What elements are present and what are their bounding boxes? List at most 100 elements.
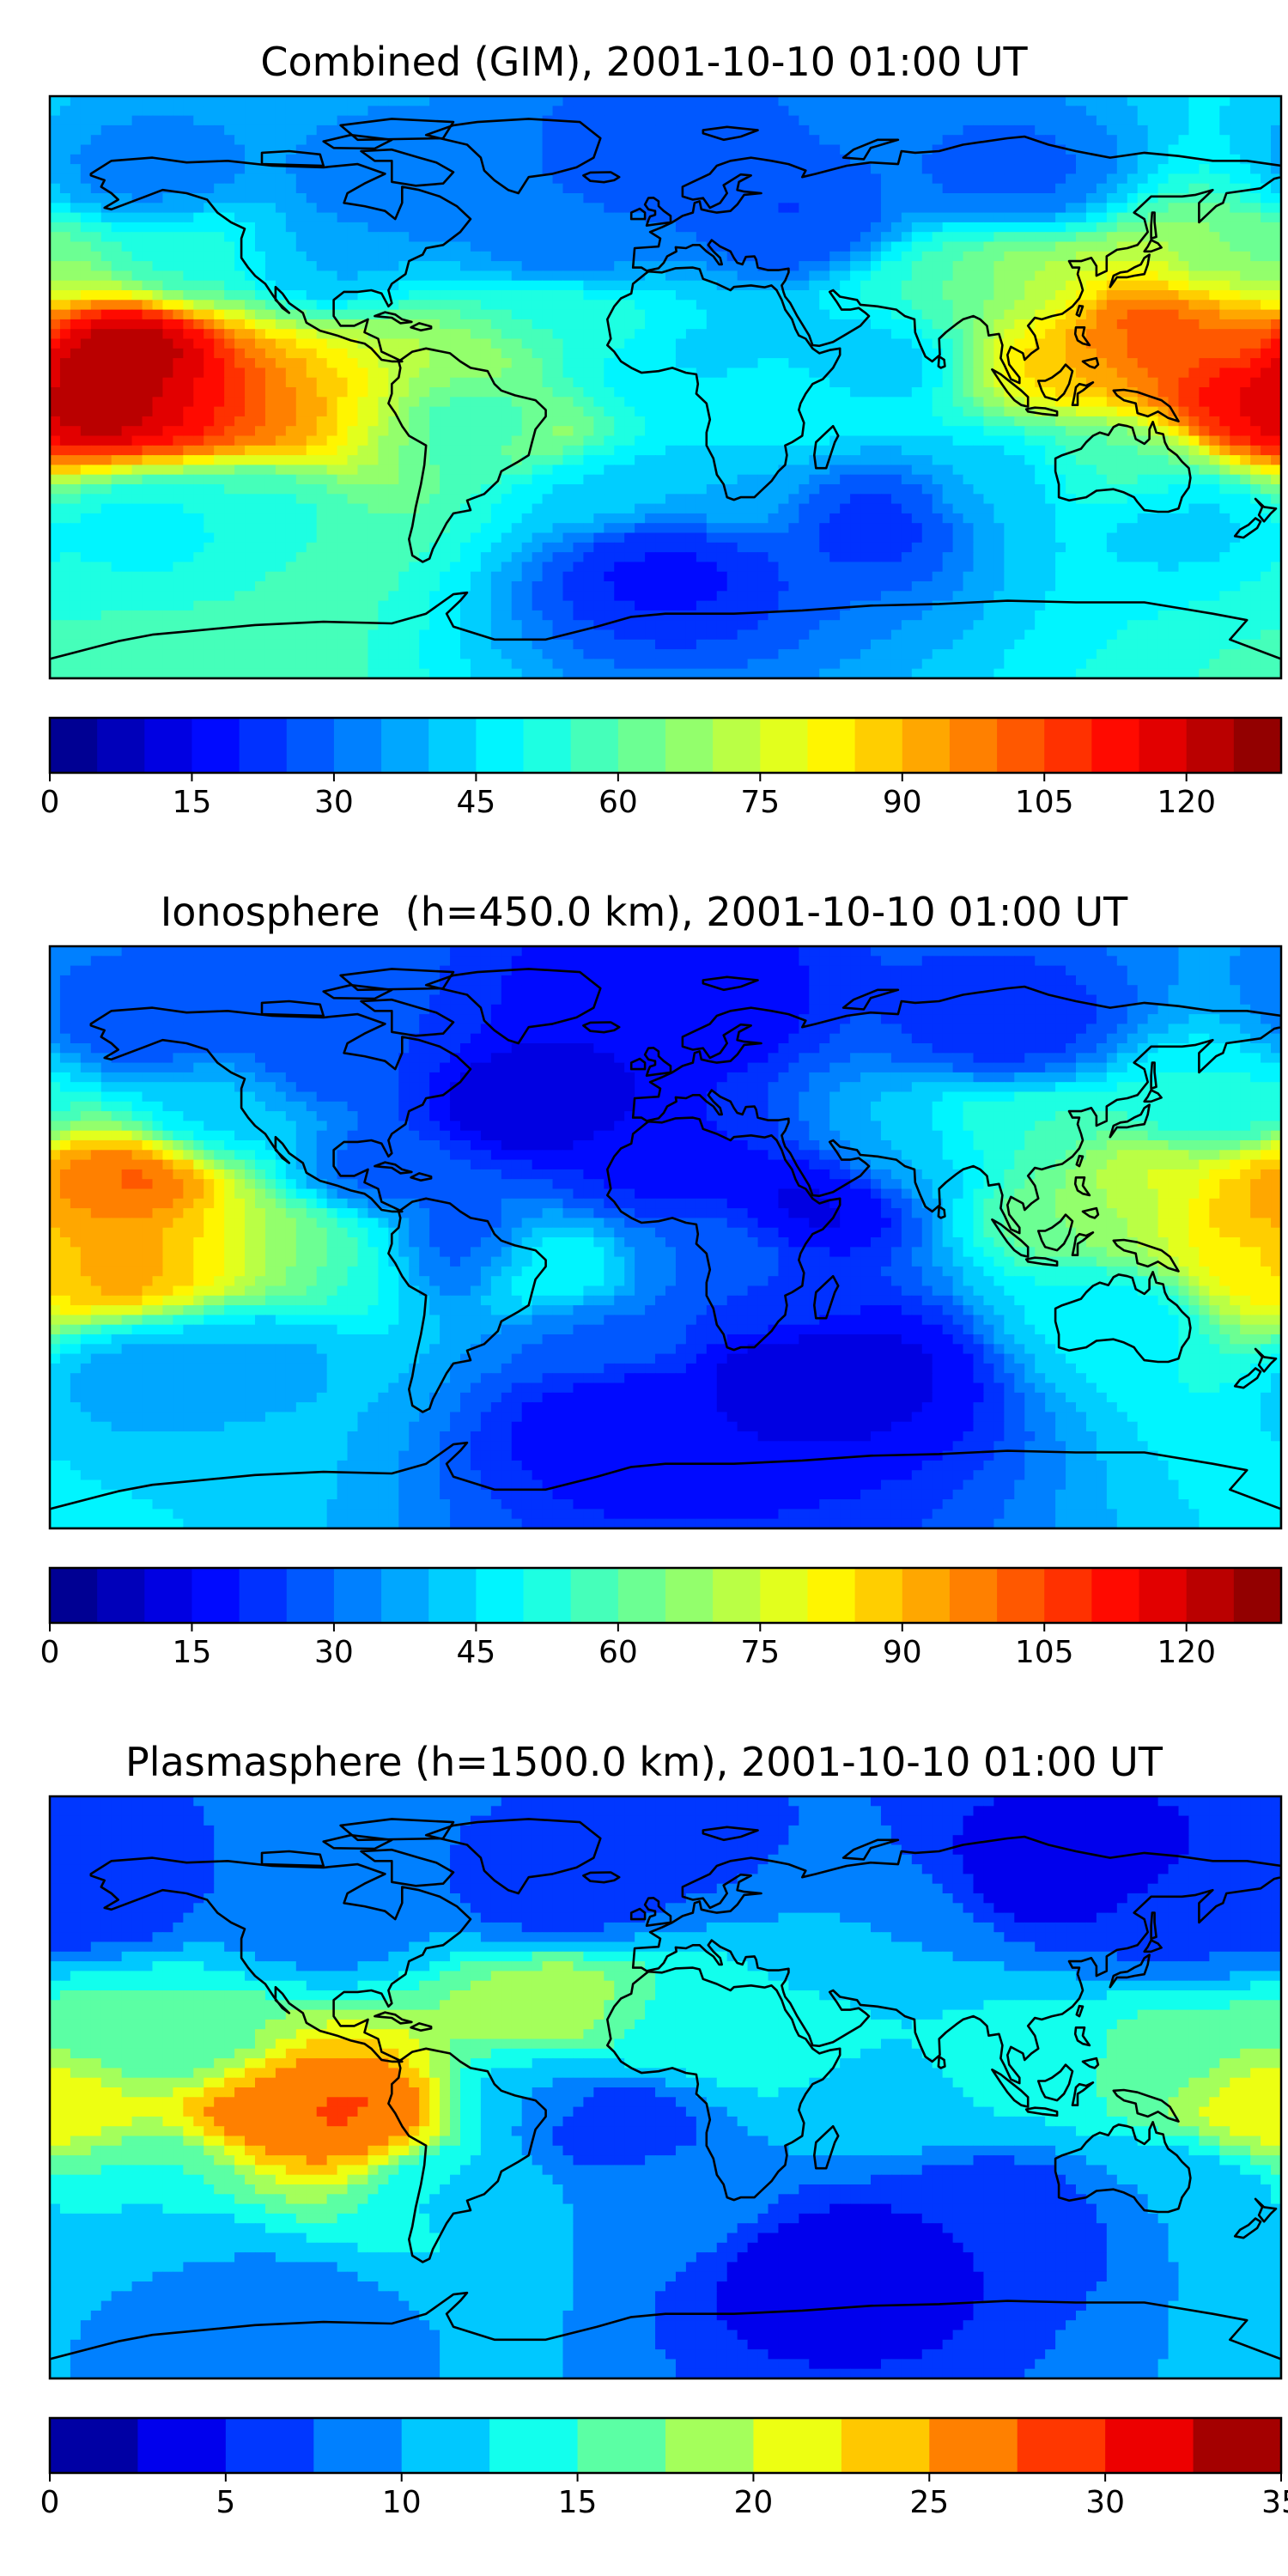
field-cell (973, 96, 985, 106)
field-cell (306, 406, 318, 417)
field-cell (378, 241, 389, 252)
field-cell (850, 203, 861, 214)
field-cell (665, 465, 677, 476)
field-cell (224, 358, 235, 368)
field-cell (583, 426, 594, 437)
field-cell (121, 474, 133, 485)
field-cell (860, 397, 872, 408)
field-cell (624, 329, 635, 340)
field-cell (1066, 125, 1077, 136)
field-cell (860, 173, 872, 185)
field-cell (111, 232, 123, 243)
field-cell (326, 397, 338, 408)
field-cell (480, 329, 492, 340)
field-cell (573, 416, 584, 427)
field-cell (1261, 183, 1272, 194)
field-cell (1055, 465, 1066, 476)
field-cell (1096, 106, 1108, 117)
field-cell (840, 368, 851, 379)
field-cell (326, 338, 338, 349)
field-cell (1096, 435, 1108, 447)
field-cell (1045, 358, 1056, 368)
field-cell (214, 96, 225, 106)
field-cell (645, 144, 656, 155)
field-cell (285, 338, 297, 349)
field-cell (901, 270, 913, 282)
field-cell (173, 474, 184, 485)
field-cell (1004, 241, 1015, 252)
field-cell (1250, 144, 1261, 155)
field-cell (963, 290, 975, 301)
field-cell (1188, 251, 1200, 262)
field-cell (1137, 135, 1149, 146)
field-cell (1004, 203, 1015, 214)
field-cell (1127, 455, 1139, 465)
field-cell (1219, 465, 1230, 476)
field-cell (911, 96, 923, 106)
field-cell (234, 338, 246, 349)
field-cell (706, 125, 718, 136)
field-cell (131, 368, 143, 379)
field-cell (337, 96, 349, 106)
field-cell (871, 144, 882, 155)
field-cell (501, 465, 513, 476)
field-cell (90, 426, 102, 437)
field-cell (1137, 261, 1149, 271)
field-cell (1096, 465, 1108, 476)
field-cell (747, 135, 759, 146)
field-cell (665, 484, 677, 495)
field-cell (716, 406, 728, 417)
field-cell (726, 232, 738, 243)
field-cell (1014, 397, 1025, 408)
field-cell (890, 455, 902, 465)
field-cell (932, 212, 944, 223)
field-cell (1127, 115, 1139, 126)
field-cell (1137, 309, 1149, 320)
field-cell (214, 261, 225, 271)
field-cell (450, 329, 461, 340)
field-cell (275, 232, 287, 243)
field-cell (193, 319, 204, 330)
field-cell (1004, 484, 1015, 495)
field-cell (275, 212, 287, 223)
field-cell (799, 251, 810, 262)
field-cell (788, 125, 799, 136)
field-cell (224, 445, 235, 456)
field-cell (511, 309, 523, 320)
field-cell (809, 416, 820, 427)
field-cell (1147, 484, 1159, 495)
field-cell (1085, 280, 1097, 291)
field-cell (819, 445, 830, 456)
field-cell (983, 125, 994, 136)
field-cell (1209, 338, 1220, 349)
field-cell (264, 261, 276, 271)
field-cell (440, 416, 451, 427)
field-cell (1035, 465, 1046, 476)
field-cell (614, 387, 625, 398)
field-cell (655, 251, 666, 262)
field-cell (460, 435, 471, 447)
field-cell (347, 203, 359, 214)
field-cell (357, 144, 369, 155)
field-cell (871, 164, 882, 174)
field-cell (819, 173, 830, 185)
field-cell (326, 115, 338, 126)
field-cell (983, 397, 994, 408)
field-cell (162, 222, 173, 233)
field-cell (552, 125, 564, 136)
field-cell (111, 251, 123, 262)
field-cell (193, 173, 204, 185)
field-cell (890, 377, 902, 388)
field-cell (921, 309, 933, 320)
field-cell (983, 154, 994, 165)
field-cell (337, 474, 349, 485)
field-cell (1178, 426, 1190, 437)
field-cell (1035, 445, 1046, 456)
field-cell (388, 115, 399, 126)
field-cell (932, 96, 944, 106)
field-cell (1147, 348, 1159, 359)
field-cell (316, 309, 328, 320)
field-cell (245, 290, 256, 301)
field-cell (460, 397, 471, 408)
field-cell (1261, 115, 1272, 126)
